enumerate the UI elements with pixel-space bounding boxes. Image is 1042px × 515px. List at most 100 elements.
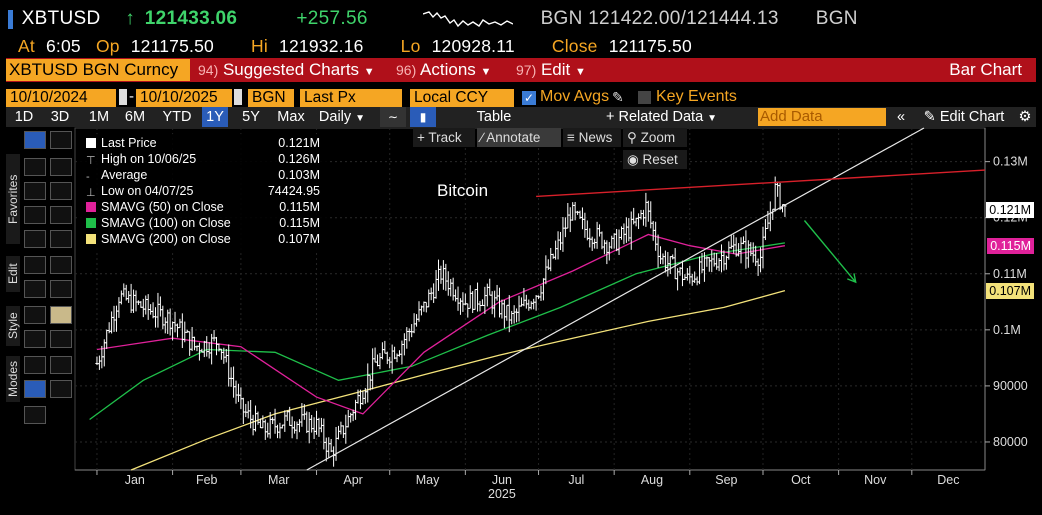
track-button[interactable]: + Track (413, 128, 475, 147)
end-date-field[interactable]: 10/10/2025 (136, 89, 232, 107)
high-label: Hi (251, 36, 268, 56)
period-1m[interactable]: 1M (88, 109, 110, 125)
trash-icon[interactable] (50, 280, 72, 298)
caret-down-icon: ▼ (480, 66, 492, 78)
y-tick-label: 0.1M (993, 323, 1021, 337)
snap-icon[interactable] (50, 356, 72, 374)
color-swatch-icon[interactable] (50, 306, 72, 324)
key-events-label[interactable]: Key Events (656, 88, 737, 105)
move-icon[interactable] (50, 256, 72, 274)
legend-value: 0.115M (279, 216, 320, 230)
currency-select[interactable]: Local CCY (410, 89, 514, 107)
legend-row[interactable]: ⊥ Low on 04/07/25 74424.95 (86, 184, 326, 199)
calendar-icon[interactable] (119, 89, 127, 105)
reset-button[interactable]: ◉ Reset (623, 150, 687, 169)
edit-menu[interactable]: 97) Edit ▼ (516, 58, 586, 82)
open-value: 121175.50 (130, 36, 214, 56)
security-field[interactable]: XBTUSD BGN Curncy (6, 59, 190, 81)
tab-modes[interactable]: Modes (6, 356, 20, 402)
edit-chart-button[interactable]: ✎ Edit Chart (914, 107, 1014, 127)
period-1y[interactable]: 1Y (202, 107, 228, 127)
period-3d[interactable]: 3D (50, 109, 70, 125)
caret-down-icon: ▼ (575, 66, 586, 78)
legend-row[interactable]: SMAVG (100) on Close 0.115M (86, 216, 326, 231)
add-data-input[interactable]: Add Data (758, 108, 886, 126)
ray-icon[interactable] (50, 158, 72, 176)
line-chart-icon[interactable]: ∼ (380, 107, 406, 127)
legend-value: 0.126M (278, 152, 320, 166)
pointer-icon[interactable] (24, 131, 46, 149)
suggested-charts-menu[interactable]: 94) Suggested Charts ▼ (198, 58, 375, 82)
actions-menu[interactable]: 96) Actions ▼ (396, 58, 491, 82)
line-weight-icon[interactable] (24, 330, 46, 348)
brush-icon[interactable] (24, 256, 46, 274)
draw-dropdown-icon[interactable] (50, 131, 72, 149)
x-tick-label: Aug (641, 473, 663, 487)
tab-style[interactable]: Style (6, 306, 20, 346)
sparkline (422, 8, 535, 30)
tab-edit[interactable]: Edit (6, 256, 20, 292)
legend-row[interactable]: - Average 0.103M (86, 168, 326, 183)
x-tick-label: Mar (268, 473, 290, 487)
collapse-icon[interactable]: « (896, 109, 906, 125)
text-icon[interactable] (24, 306, 46, 324)
horizontal-line-icon[interactable] (24, 206, 46, 224)
price-change: +257.56 (296, 8, 368, 29)
period-max[interactable]: Max (277, 109, 305, 125)
menu-label: Suggested Charts (222, 60, 360, 79)
mov-avgs-checkbox[interactable]: ✓ (522, 91, 536, 105)
line-style-icon[interactable] (50, 330, 72, 348)
start-date-field[interactable]: 10/10/2024 (6, 89, 116, 107)
channel-icon[interactable] (24, 182, 46, 200)
calendar-icon[interactable] (234, 89, 242, 105)
period-6m[interactable]: 6M (124, 109, 146, 125)
legend-row[interactable]: Last Price 0.121M (86, 136, 326, 151)
at-label: At (18, 36, 35, 56)
rectangle-icon[interactable] (50, 230, 72, 248)
select-icon[interactable] (24, 280, 46, 298)
x-tick-label: Apr (343, 473, 362, 487)
zoom-button[interactable]: ⚲ Zoom (623, 128, 687, 147)
legend-row[interactable]: SMAVG (200) on Close 0.107M (86, 232, 326, 247)
y-tick-label: 90000 (993, 379, 1028, 393)
settings-icon[interactable] (24, 406, 46, 424)
bid-ask: 121422.00/121444.13 (588, 8, 779, 29)
annotate-button[interactable]: ∕ Annotate (477, 128, 561, 147)
interval-select[interactable]: Daily ▼ (317, 107, 367, 127)
high-value: 121932.16 (279, 36, 364, 56)
gear-icon[interactable]: ⚙ (1018, 109, 1032, 125)
ticker-marker (8, 9, 13, 29)
trendline-icon[interactable] (24, 158, 46, 176)
news-button[interactable]: ≡ News (563, 128, 621, 147)
legend-row[interactable]: SMAVG (50) on Close 0.115M (86, 200, 326, 215)
related-data-button[interactable]: + Related Data ▼ (606, 107, 748, 127)
period-5y[interactable]: 5Y (242, 109, 260, 125)
series (89, 176, 787, 471)
x-tick-label: Oct (791, 473, 811, 487)
bar-chart-icon[interactable]: ▮ (410, 107, 436, 127)
reset-label: Reset (642, 152, 678, 167)
x-tick-label: May (416, 473, 440, 487)
crosshair-icon[interactable] (24, 356, 46, 374)
palette-icon[interactable] (50, 380, 72, 398)
caret-down-icon: ▼ (363, 66, 375, 78)
mov-avgs-label[interactable]: Mov Avgs (540, 88, 610, 105)
fib-icon[interactable] (24, 230, 46, 248)
fill-icon[interactable] (50, 182, 72, 200)
period-ytd[interactable]: YTD (162, 109, 192, 125)
tab-favorites[interactable]: Favorites (6, 154, 20, 244)
menu-label: Actions (420, 60, 476, 79)
table-button[interactable]: Table (476, 109, 512, 125)
ticker[interactable]: XBTUSD (21, 8, 101, 29)
field-select[interactable]: Last Px (300, 89, 402, 107)
legend-swatch (86, 218, 96, 228)
r-label-icon[interactable] (50, 206, 72, 224)
pencil-icon[interactable]: ✎ (612, 89, 624, 105)
magnet-icon[interactable] (24, 380, 46, 398)
period-1d[interactable]: 1D (14, 109, 34, 125)
key-events-checkbox[interactable] (638, 91, 651, 104)
legend-row[interactable]: ⊤ High on 10/06/25 0.126M (86, 152, 326, 167)
source-field[interactable]: BGN (248, 89, 294, 107)
